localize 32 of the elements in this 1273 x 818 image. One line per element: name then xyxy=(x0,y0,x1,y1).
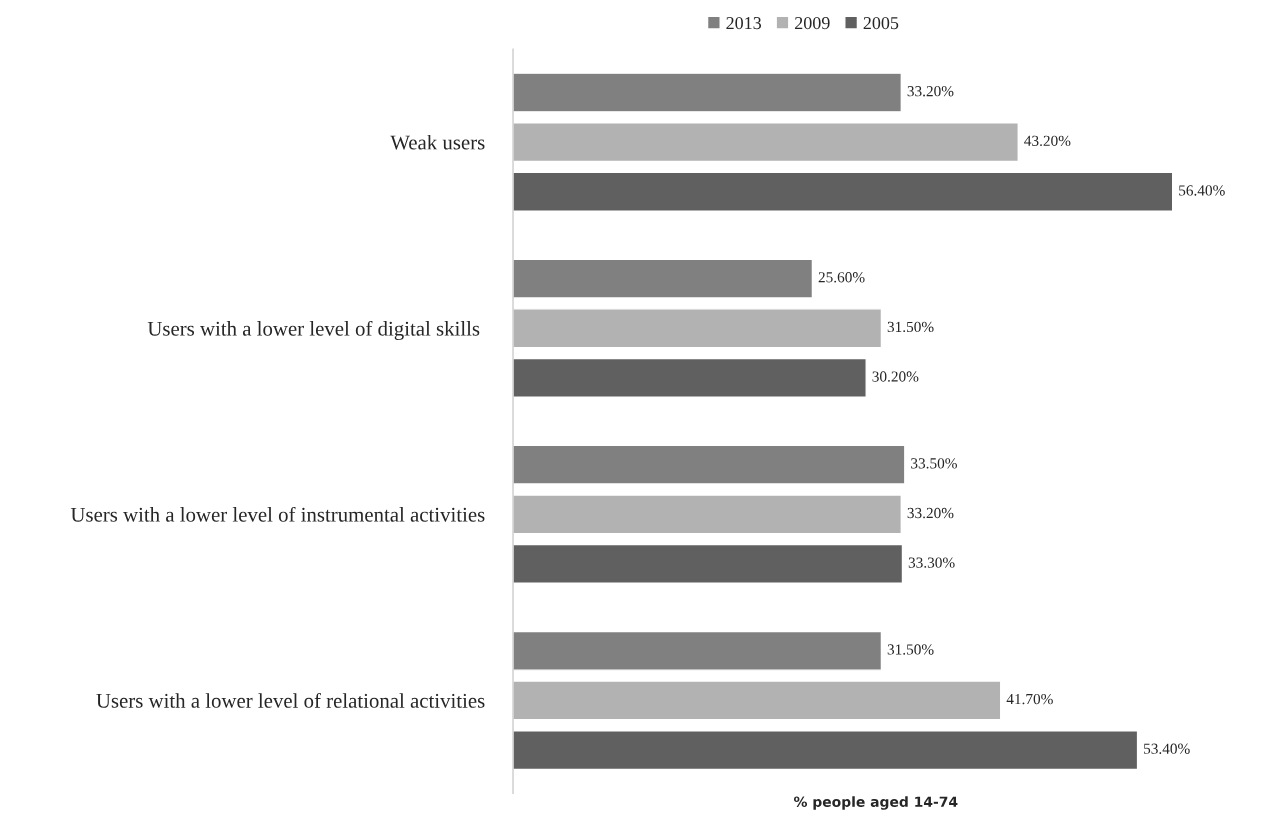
data-label: 30.20% xyxy=(872,371,919,382)
data-label: 33.20% xyxy=(907,86,954,97)
bar xyxy=(513,171,1174,212)
bar xyxy=(513,122,1019,163)
legend-label: 2009 xyxy=(795,16,830,30)
data-label: 33.50% xyxy=(911,458,957,469)
y-tick-label: Users with a lower level of digital skills xyxy=(147,320,480,341)
data-label: 31.50% xyxy=(887,644,934,655)
bar xyxy=(513,357,867,398)
bar xyxy=(513,444,906,485)
data-label: 33.20% xyxy=(907,507,954,519)
bar xyxy=(513,680,1002,721)
bar xyxy=(513,729,1139,771)
data-label: 43.20% xyxy=(1024,135,1071,147)
bar xyxy=(513,308,883,349)
data-label: 25.60% xyxy=(818,272,865,283)
data-label: 31.50% xyxy=(887,321,934,333)
bar xyxy=(513,258,814,299)
bar xyxy=(513,543,904,584)
data-label: 53.40% xyxy=(1144,743,1190,754)
data-label: 33.30% xyxy=(908,557,955,568)
data-label: 56.40% xyxy=(1179,185,1225,196)
x-axis-title: % people aged 14-74 xyxy=(794,796,958,810)
bar xyxy=(513,72,903,113)
bar xyxy=(513,630,883,671)
legend-label: 2013 xyxy=(726,16,762,30)
data-label: 41.70% xyxy=(1006,693,1053,705)
legend-label: 2005 xyxy=(863,16,899,30)
bar xyxy=(513,494,903,535)
y-tick-label: Weak users xyxy=(390,134,485,150)
y-tick-label: Users with a lower level of relational activities xyxy=(96,692,485,708)
y-tick-label: Users with a lower level of instrumental activities xyxy=(70,506,485,522)
